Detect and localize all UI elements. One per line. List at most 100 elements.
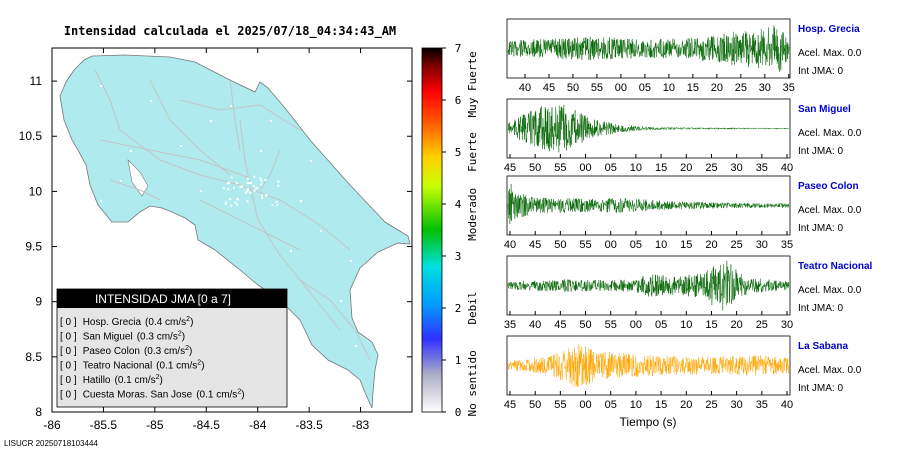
waveform-tick-label: 00 [630, 319, 642, 331]
town-dot [249, 191, 252, 194]
town-dot [249, 182, 252, 185]
waveform-tick-label: 40 [504, 239, 516, 251]
legend-value: [ 0 ] [60, 361, 77, 372]
legend-close: ) [189, 346, 192, 357]
station-jma: Int JMA: 0 [798, 383, 843, 394]
colorbar-category-label: Muy Fuerte [466, 51, 479, 117]
waveform-tick-label: 40 [781, 162, 793, 174]
legend-close: ) [190, 317, 193, 328]
colorbar-gradient [421, 47, 443, 413]
legend-close: ) [160, 375, 163, 386]
legend-entry: [ 0 ] Teatro Nacional (0.1 cm/s2) [60, 360, 205, 372]
town-dot [248, 182, 251, 185]
station-jma: Int JMA: 0 [798, 223, 843, 234]
town-dot [253, 175, 256, 178]
legend-value: [ 0 ] [60, 375, 77, 386]
town-dot [239, 185, 242, 188]
town-dot [230, 176, 233, 179]
map-y-tick-label: 9 [35, 295, 42, 309]
map-y-tick-label: 11 [30, 74, 43, 88]
report-title: Intensidad calculada el 2025/07/18_04:34… [64, 24, 396, 39]
waveform-tick-label: 45 [554, 319, 566, 331]
colorbar-tick-label: 4 [455, 198, 462, 211]
legend-sup: 2 [197, 360, 201, 367]
waveform-tick-label: 40 [781, 399, 793, 411]
town-dot [310, 160, 312, 162]
waveform-tick-label: 00 [579, 399, 591, 411]
station-jma: Int JMA: 0 [798, 303, 843, 314]
town-dot [277, 180, 280, 183]
time-axis-label: Tiempo (s) [620, 415, 677, 429]
station-accel: Acel. Max. 0.0 [798, 205, 862, 216]
waveform-tick-label: 45 [529, 239, 541, 251]
town-dot [276, 204, 279, 207]
town-dot [247, 188, 250, 191]
intensity-legend: INTENSIDAD JMA [0 a 7] [ 0 ] Hosp. Grecia… [56, 288, 288, 408]
waveform-tick-label: 20 [731, 319, 743, 331]
town-dot [320, 230, 322, 232]
waveform-tick-label: 00 [579, 162, 591, 174]
town-dot [275, 200, 278, 203]
town-dot [130, 150, 132, 152]
town-dot [222, 187, 225, 190]
waveform-tick-label: 30 [781, 319, 793, 331]
map-x-tick-label: -83.5 [295, 418, 323, 432]
waveform-tick-label: 05 [605, 399, 617, 411]
town-dot [300, 200, 302, 202]
legend-station: Teatro Nacional [83, 361, 152, 372]
colorbar-tick-label: 6 [455, 94, 462, 107]
waveform-tick-label: 55 [591, 82, 603, 94]
waveform-tick-label: 35 [781, 239, 793, 251]
town-dot [252, 184, 255, 187]
legend-sup: 2 [156, 374, 160, 381]
town-dot [224, 201, 227, 204]
town-dot [264, 194, 267, 197]
station-name: La Sabana [798, 341, 848, 352]
waveform-tick-label: 55 [605, 319, 617, 331]
town-dot [340, 300, 342, 302]
legend-entry: [ 0 ] San Miguel (0.3 cm/s2) [60, 331, 185, 343]
road-network [94, 69, 371, 361]
legend-entry: [ 0 ] Paseo Colon (0.3 cm/s2) [60, 345, 192, 357]
waveform-tick-label: 10 [663, 82, 675, 94]
waveform-tick-label: 10 [630, 399, 642, 411]
town-dot [256, 187, 259, 190]
waveform-tick-label: 45 [504, 399, 516, 411]
colorbar-tick-label: 1 [455, 354, 462, 367]
legend-value: [ 0 ] [60, 332, 77, 343]
legend-station: Paseo Colon [83, 346, 140, 357]
legend-station: San Miguel [83, 332, 133, 343]
waveform-tick-label: 30 [731, 399, 743, 411]
colorbar-category-label: No sentido [466, 350, 479, 416]
waveform-tick-label: 50 [529, 162, 541, 174]
town-dot [270, 120, 272, 122]
legend-value: [ 0 ] [60, 317, 77, 328]
legend-sup: 2 [186, 316, 190, 323]
town-dot [234, 201, 237, 204]
waveform-tick-label: 30 [731, 162, 743, 174]
colorbar: 7 6 5 4 3 2 1 0 Muy Fuerte Fuerte Moderado Debil No… [421, 42, 479, 419]
waveform-tick-label: 00 [605, 239, 617, 251]
town-markers [100, 85, 357, 347]
waveform-tick-label: 00 [615, 82, 627, 94]
station-jma: Int JMA: 0 [798, 146, 843, 157]
waveform-tick-label: 35 [756, 399, 768, 411]
waveform-trace [507, 184, 790, 224]
legend-close: ) [182, 332, 185, 343]
waveform-tick-label: 45 [504, 162, 516, 174]
waveform-tick-label: 50 [567, 82, 579, 94]
town-dot [260, 183, 263, 186]
footer-id: LISUCR 20250718103444 [4, 439, 98, 448]
waveform-trace [507, 260, 790, 311]
legend-accel: (0.4 cm/s [145, 317, 186, 328]
town-dot [235, 182, 238, 185]
colorbar-tick-label: 0 [455, 406, 462, 419]
waveform-tick-label: 35 [756, 162, 768, 174]
map-x-tick-label: -84.5 [193, 418, 221, 432]
legend-station: Hosp. Grecia [83, 317, 142, 328]
map-y-tick-label: 8 [35, 405, 42, 419]
town-dot [100, 200, 102, 202]
town-dot [120, 180, 122, 182]
town-dot [290, 250, 292, 252]
waveform-tick-label: 05 [655, 319, 667, 331]
